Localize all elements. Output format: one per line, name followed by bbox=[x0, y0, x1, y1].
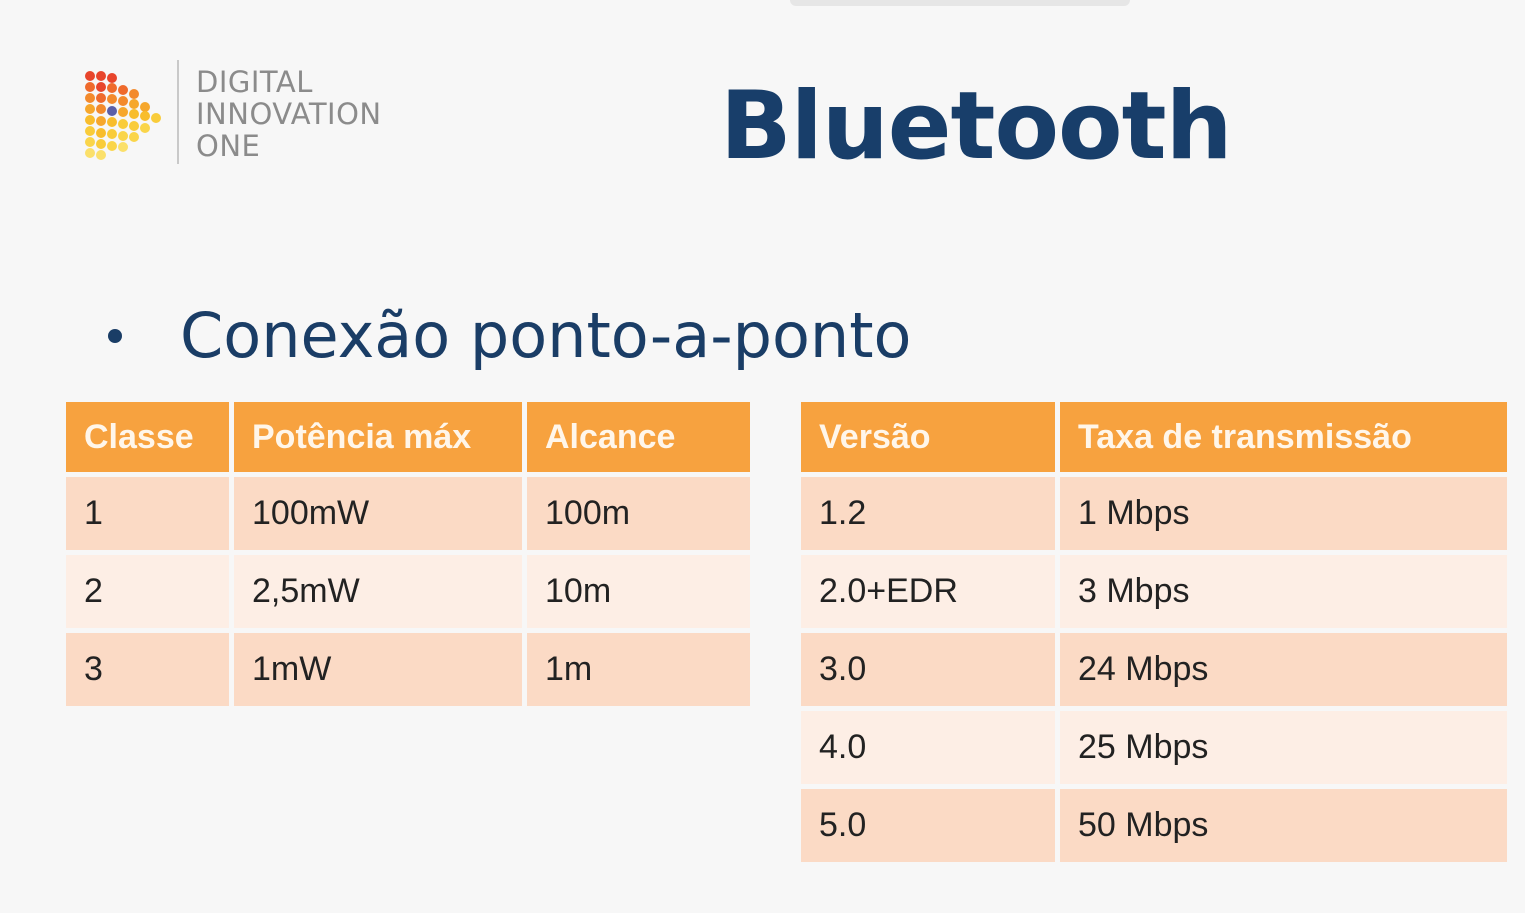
table-cell: 25 Mbps bbox=[1060, 711, 1507, 784]
table-row: 3.0 24 Mbps bbox=[801, 633, 1507, 706]
table-cell: 3 bbox=[66, 633, 229, 706]
table-cell: 1.2 bbox=[801, 477, 1055, 550]
table-cell: 50 Mbps bbox=[1060, 789, 1507, 862]
digital-innovation-one-logo: DIGITAL INNOVATION ONE bbox=[80, 60, 420, 170]
bluetooth-class-table: Classe Potência máx Alcance 1 100mW 100m… bbox=[61, 397, 755, 711]
bullet-dot-icon bbox=[108, 328, 122, 343]
table-cell: 3.0 bbox=[801, 633, 1055, 706]
table-header-row: Classe Potência máx Alcance bbox=[66, 402, 750, 472]
table-cell: 10m bbox=[527, 555, 750, 628]
table-cell: 1 Mbps bbox=[1060, 477, 1507, 550]
table-cell: 2 bbox=[66, 555, 229, 628]
table-cell: 1 bbox=[66, 477, 229, 550]
table-row: 5.0 50 Mbps bbox=[801, 789, 1507, 862]
header-alcance: Alcance bbox=[527, 402, 750, 472]
logo-line-innovation: INNOVATION bbox=[196, 97, 382, 131]
table-row: 3 1mW 1m bbox=[66, 633, 750, 706]
top-edge-shadow bbox=[790, 0, 1130, 6]
bullet-item: Conexão ponto-a-ponto bbox=[108, 298, 911, 374]
table-row: 2 2,5mW 10m bbox=[66, 555, 750, 628]
header-classe: Classe bbox=[66, 402, 229, 472]
bullet-text: Conexão ponto-a-ponto bbox=[180, 299, 912, 372]
play-dots-logo-icon bbox=[85, 71, 161, 160]
logo-wordmark: DIGITAL INNOVATION ONE bbox=[196, 66, 382, 162]
table-header-row: Versão Taxa de transmissão bbox=[801, 402, 1507, 472]
table-row: 1.2 1 Mbps bbox=[801, 477, 1507, 550]
table-cell: 100m bbox=[527, 477, 750, 550]
table-cell: 3 Mbps bbox=[1060, 555, 1507, 628]
table-cell: 1mW bbox=[234, 633, 522, 706]
header-potencia-max: Potência máx bbox=[234, 402, 522, 472]
table-cell: 4.0 bbox=[801, 711, 1055, 784]
table-cell: 24 Mbps bbox=[1060, 633, 1507, 706]
logo-divider bbox=[177, 60, 179, 164]
bluetooth-version-table: Versão Taxa de transmissão 1.2 1 Mbps 2.… bbox=[796, 397, 1512, 867]
header-taxa-de-transmissao: Taxa de transmissão bbox=[1060, 402, 1507, 472]
logo-line-one: ONE bbox=[196, 129, 261, 163]
table-row: 1 100mW 100m bbox=[66, 477, 750, 550]
table-row: 2.0+EDR 3 Mbps bbox=[801, 555, 1507, 628]
table-cell: 2.0+EDR bbox=[801, 555, 1055, 628]
slide-title: Bluetooth bbox=[720, 72, 1232, 181]
logo-line-digital: DIGITAL bbox=[196, 65, 313, 99]
table-cell: 2,5mW bbox=[234, 555, 522, 628]
table-cell: 5.0 bbox=[801, 789, 1055, 862]
table-cell: 1m bbox=[527, 633, 750, 706]
header-versao: Versão bbox=[801, 402, 1055, 472]
table-cell: 100mW bbox=[234, 477, 522, 550]
table-row: 4.0 25 Mbps bbox=[801, 711, 1507, 784]
